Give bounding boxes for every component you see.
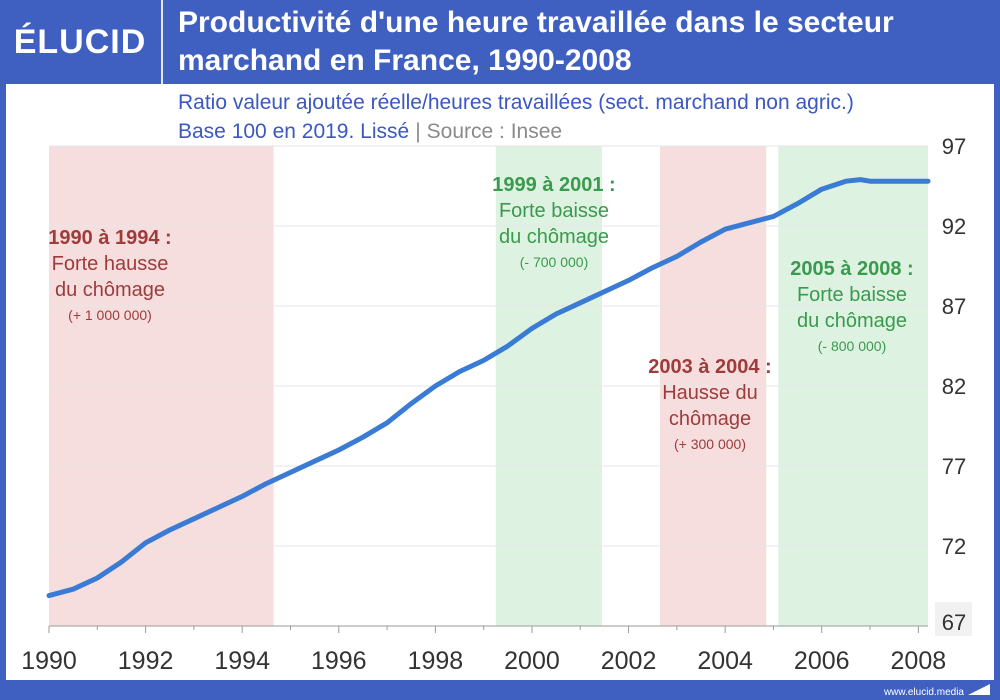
elucid-mark-icon [968,684,990,695]
chart-title: Productivité d'une heure travaillée dans… [178,4,988,80]
logo-divider [161,0,163,84]
subtitle-separator: | [415,120,421,143]
x-tick-label-1996: 1996 [311,647,367,675]
series-line-productivity [46,177,931,599]
x-tick-label-2002: 2002 [601,647,657,675]
x-tick-label-2006: 2006 [794,647,850,675]
y-tick-label-67: 67 [942,610,966,635]
x-tick-label-1994: 1994 [214,647,270,675]
period-note-3: (+ 300 000) [674,436,746,452]
x-tick-label-2008: 2008 [891,647,947,675]
title-line-1: Productivité d'une heure travaillée dans… [178,6,894,39]
period-note-2: (- 700 000) [520,254,588,270]
period-label-1-line-1: 1990 à 1994 : [48,227,171,249]
x-tick-label-2004: 2004 [697,647,753,675]
y-tick-label-92: 92 [942,214,966,239]
x-tick-label-2000: 2000 [504,647,560,675]
period-label-1-line-2: Forte hausse [52,253,169,275]
line-chart: 1990 1992 1994 1996 1998 2000 2002 2004 2006 2008… [21,134,972,675]
footer-url[interactable]: www.elucid.media [883,687,964,698]
period-label-3-line-3: chômage [669,408,751,430]
period-label-2-line-3: du chômage [499,226,609,248]
period-note-4: (- 800 000) [818,338,886,354]
period-label-4-line-2: Forte baisse [797,284,907,306]
period-label-4-line-3: du chômage [797,310,907,332]
period-note-1: (+ 1 000 000) [68,307,152,323]
y-tick-label-72: 72 [942,534,966,559]
y-tick-label-77: 77 [942,454,966,479]
y-min-label-box [935,602,972,636]
subtitle-line-2: Base 100 en 2019. Lissé | Source : Insee [178,117,990,146]
subtitle-line-1: Ratio valeur ajoutée réelle/heures trava… [178,91,854,114]
period-label-1-line-3: du chômage [55,279,165,301]
period-label-4-line-1: 2005 à 2008 : [790,258,913,280]
x-tick-label-1998: 1998 [408,647,464,675]
source-text: Source : Insee [426,120,563,143]
chart-subtitle: Ratio valeur ajoutée réelle/heures trava… [178,88,990,146]
period-label-2-line-2: Forte baisse [499,200,609,222]
elucid-logo[interactable]: ÉLUCID [13,22,147,61]
header: ÉLUCID Productivité d'une heure travaill… [0,0,1000,84]
title-line-2: marchand en France, 1990-2008 [178,44,632,77]
y-tick-label-82: 82 [942,374,966,399]
period-label-3-line-1: 2003 à 2004 : [648,356,771,378]
period-label-3-line-2: Hausse du [662,382,758,404]
subtitle-base-text: Base 100 en 2019. Lissé [178,120,410,143]
x-tick-label-1990: 1990 [21,647,77,675]
x-tick-label-1992: 1992 [118,647,174,675]
period-label-2-line-1: 1999 à 2001 : [492,174,615,196]
y-tick-label-97: 97 [942,134,966,159]
chart-panel: 1990 1992 1994 1996 1998 2000 2002 2004 2006 2008… [6,84,994,680]
y-tick-label-87: 87 [942,294,966,319]
